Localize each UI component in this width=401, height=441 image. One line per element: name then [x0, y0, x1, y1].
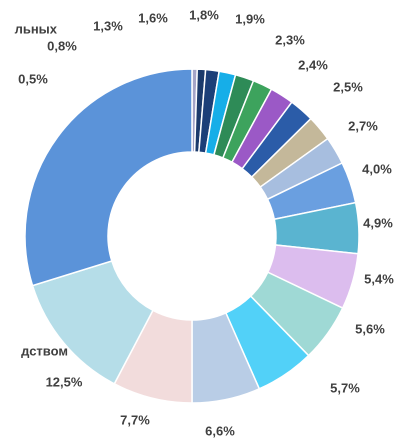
data-label: 2,5% — [333, 79, 363, 94]
data-label: 2,7% — [348, 118, 378, 133]
data-label: 5,4% — [364, 271, 394, 286]
data-label: 0,8% — [47, 38, 77, 53]
data-label: 1,8% — [189, 7, 219, 22]
data-label: 1,9% — [235, 11, 265, 26]
data-label: 1,6% — [138, 10, 168, 25]
data-label: 4,9% — [363, 215, 393, 230]
data-label: 4,0% — [362, 161, 392, 176]
category-label: льных — [15, 21, 58, 36]
data-label: 5,7% — [330, 380, 360, 395]
data-label: 1,3% — [93, 18, 123, 33]
data-label: 7,7% — [120, 412, 150, 427]
data-label: 6,6% — [205, 423, 235, 438]
data-label: 12,5% — [46, 374, 83, 389]
slice — [24, 68, 193, 287]
data-label: 5,6% — [355, 321, 385, 336]
data-label: 2,3% — [275, 32, 305, 47]
category-label: дством — [21, 343, 68, 358]
data-label: 2,4% — [298, 57, 328, 72]
data-label: 0,5% — [18, 71, 48, 86]
